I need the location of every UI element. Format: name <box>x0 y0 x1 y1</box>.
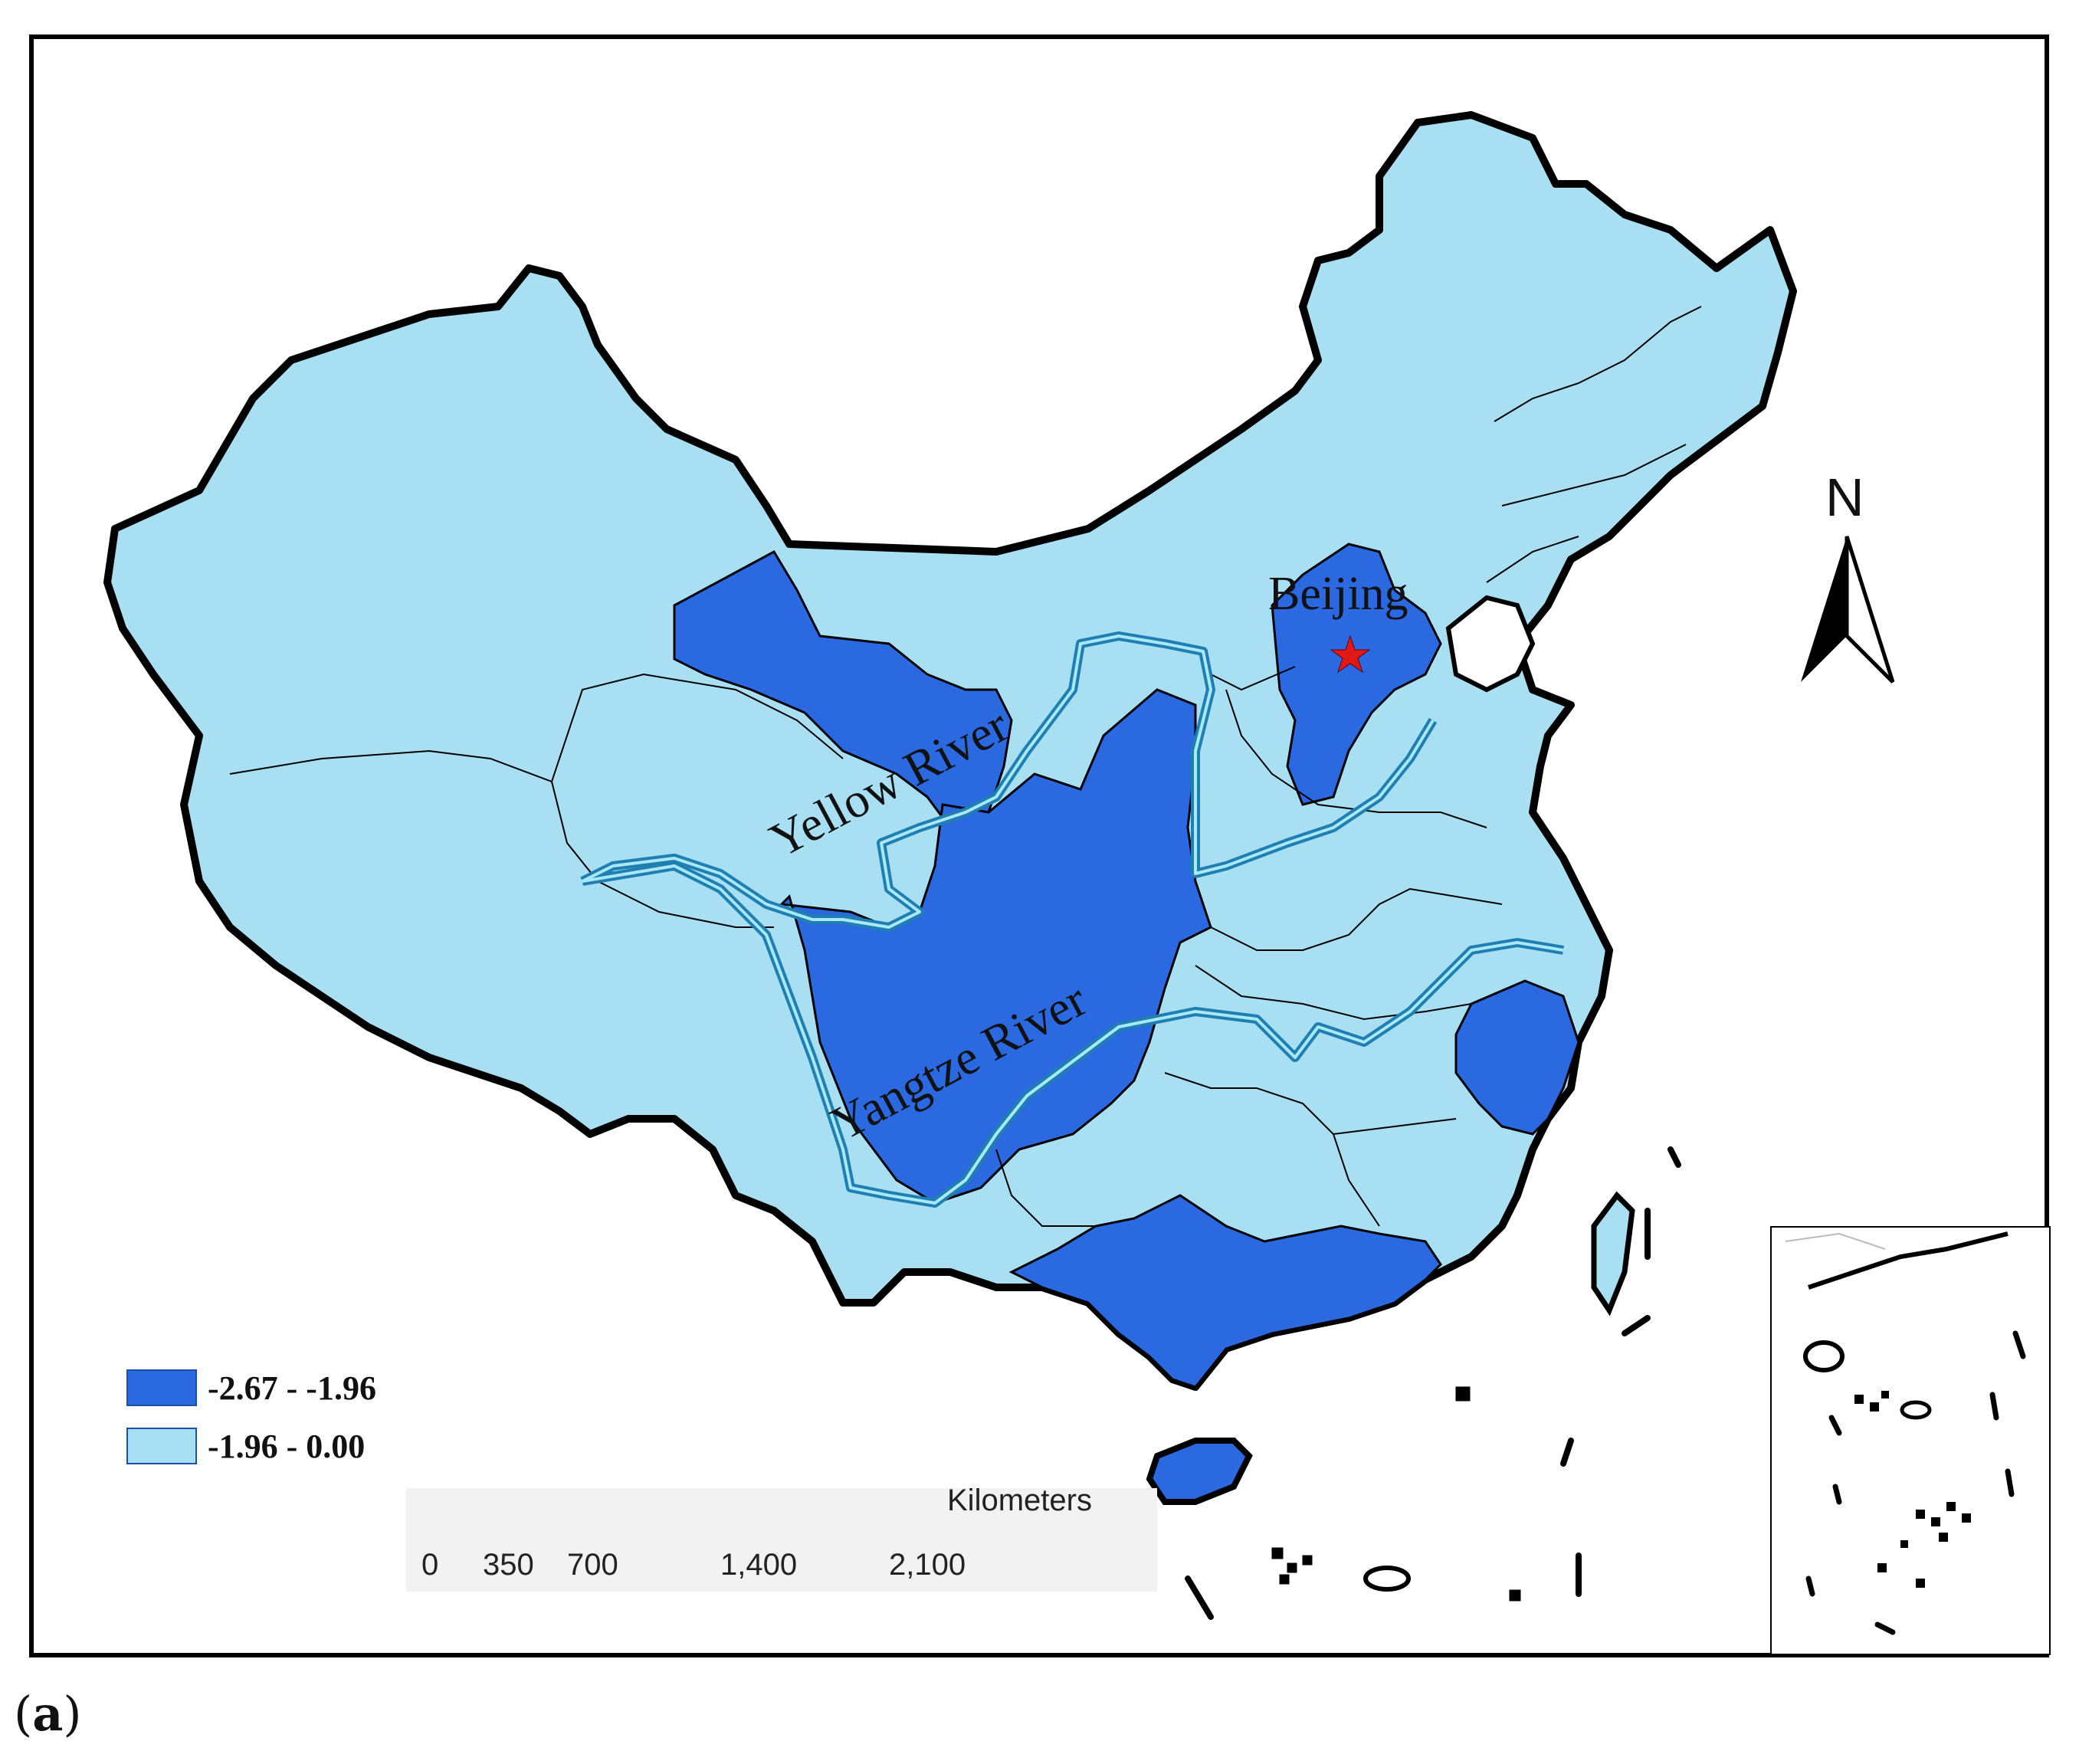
nine-dash-line <box>1185 1146 1681 1620</box>
panel-label-open: ( <box>14 1686 33 1742</box>
region-guangxi-guangdong <box>1008 1194 1442 1389</box>
legend-swatch-high <box>126 1428 197 1464</box>
sea-islands <box>1271 1386 1521 1602</box>
legend-item-high: -1.96 - 0.00 <box>126 1419 376 1473</box>
legend-label-low: -2.67 - -1.96 <box>208 1369 376 1407</box>
bohai-sea <box>1445 595 1536 693</box>
scale-tick-350: 350 <box>483 1548 534 1582</box>
region-shaanxi-sichuan <box>779 688 1212 1205</box>
panel-label-close: ) <box>63 1686 82 1742</box>
region-zhejiang <box>1454 979 1580 1136</box>
inset-map <box>1770 1226 2051 1655</box>
scale-tick-0: 0 <box>421 1548 439 1582</box>
scale-unit-label: Kilometers <box>947 1484 1092 1517</box>
scale-bar-box: Kilometers 0 350 700 1,400 2,100 <box>406 1484 1157 1592</box>
north-arrow-icon <box>1801 536 1895 684</box>
beijing-label: Beijing <box>1268 568 1408 620</box>
panel-label-letter: a <box>32 1686 64 1742</box>
taiwan-island <box>1591 1191 1635 1316</box>
region-hebei <box>1271 543 1442 806</box>
scale-tick-700: 700 <box>567 1548 618 1582</box>
panel-label: (a) <box>14 1686 82 1742</box>
scale-tick-1400: 1,400 <box>720 1548 798 1582</box>
legend-item-low: -2.67 - -1.96 <box>126 1361 376 1415</box>
legend-swatch-low <box>126 1369 197 1406</box>
province-boundaries <box>229 306 1702 1227</box>
north-arrow-label: N <box>1825 467 1864 527</box>
legend-label-high: -1.96 - 0.00 <box>208 1427 366 1465</box>
legend: -2.67 - -1.96 -1.96 - 0.00 <box>126 1361 376 1477</box>
capital-star-icon <box>1330 634 1371 674</box>
scale-tick-2100: 2,100 <box>889 1548 966 1582</box>
hainan-island <box>1146 1438 1253 1505</box>
